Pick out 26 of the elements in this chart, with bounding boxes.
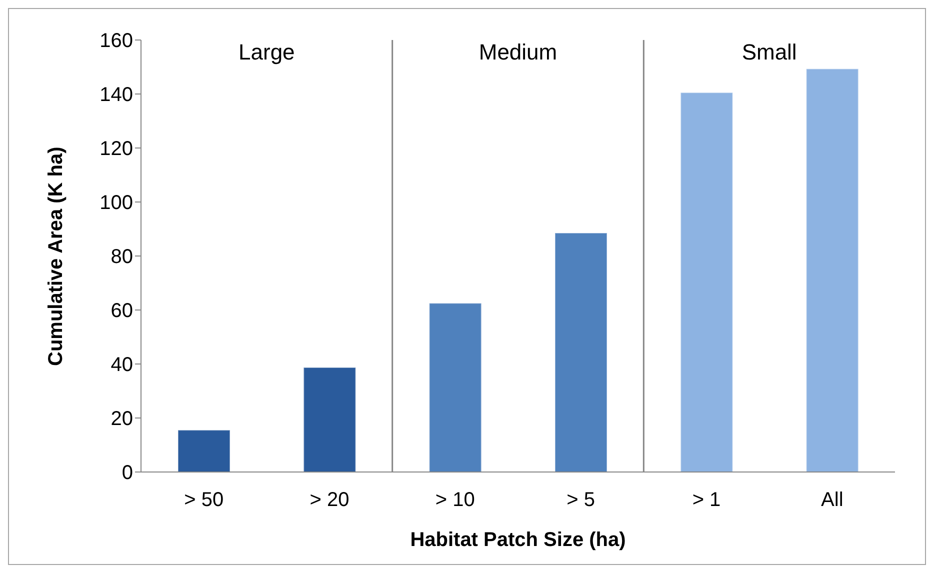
x-axis-title: Habitat Patch Size (ha) (410, 529, 626, 551)
bar (806, 68, 859, 472)
y-tick-label: 80 (110, 246, 133, 268)
x-tick-label: All (821, 489, 844, 512)
bar (554, 232, 608, 472)
y-tick-label: 160 (100, 30, 133, 52)
x-tick-label: > 5 (566, 489, 596, 512)
y-tick-label: 120 (100, 138, 133, 160)
x-tick-label: > 20 (310, 489, 350, 512)
bar (303, 367, 356, 472)
y-tick-label: 100 (100, 192, 133, 214)
y-tick-label: 140 (100, 84, 133, 106)
x-tick-label: > 10 (435, 489, 475, 512)
annotation: Small (742, 40, 797, 65)
y-tick-label: 40 (110, 354, 133, 376)
bar (428, 302, 482, 472)
annotation: Medium (478, 40, 558, 65)
x-tick-label: > 50 (184, 489, 224, 512)
y-tick-label: 0 (122, 462, 133, 484)
y-axis-title: Cumulative Area (K ha) (45, 146, 68, 366)
bar (680, 92, 734, 472)
annotation: Large (238, 40, 295, 65)
y-tick-label: 60 (110, 300, 133, 322)
y-tick-label: 20 (110, 408, 133, 430)
x-tick-label: > 1 (692, 489, 721, 512)
bar (178, 430, 230, 472)
